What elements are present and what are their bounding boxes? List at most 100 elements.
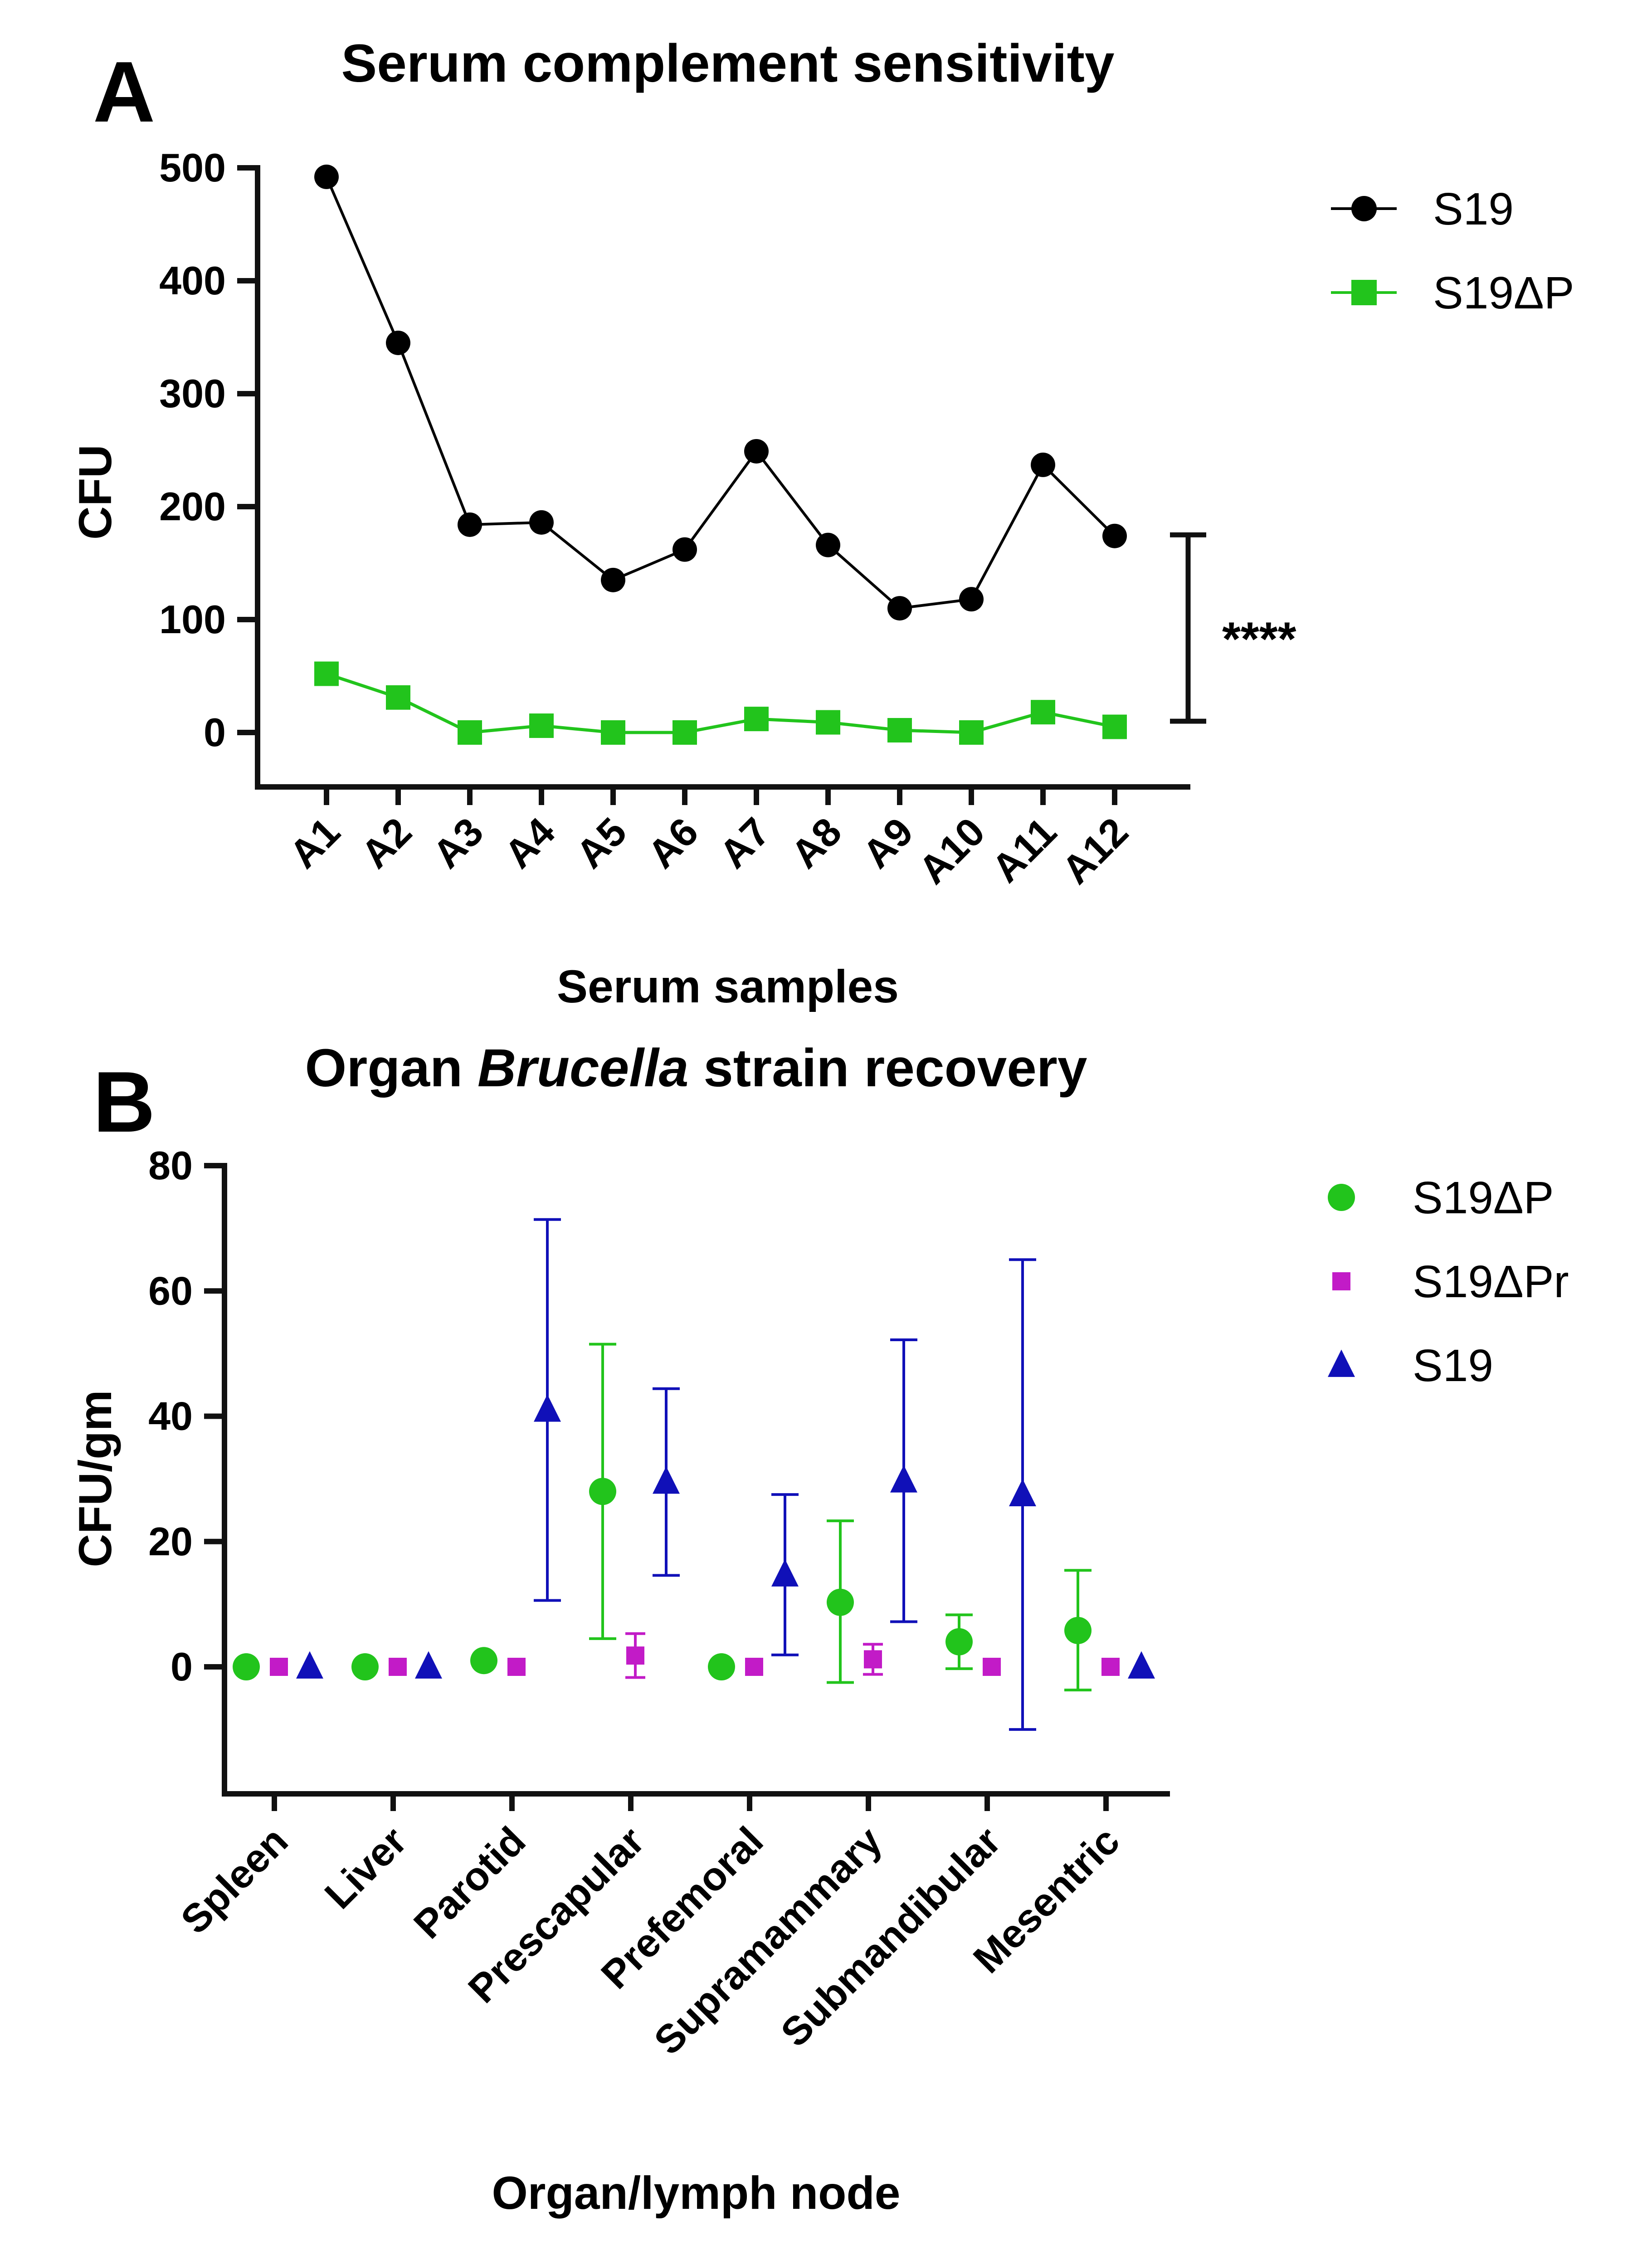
y-tick-label: 400	[159, 258, 226, 303]
data-point-A11	[1031, 700, 1055, 725]
data-point-A7	[744, 707, 769, 732]
data-point-A9	[887, 718, 912, 743]
significance-stars: ****	[1222, 613, 1296, 666]
x-tick-label: Submandibular	[772, 1818, 1009, 2055]
data-point-Prefemoral	[708, 1653, 735, 1680]
data-point-Supramammary	[890, 1465, 917, 1493]
data-point-A1	[314, 164, 339, 189]
legend-label: S19	[1413, 1340, 1493, 1391]
data-point-A5	[601, 567, 625, 592]
x-tick-label: A8	[782, 809, 850, 877]
y-tick-label: 300	[159, 371, 226, 416]
data-point-A10	[959, 587, 984, 612]
y-tick-label: 200	[159, 484, 226, 529]
data-point-Prescapular	[589, 1478, 616, 1505]
data-point-Liver	[351, 1653, 379, 1680]
panel-b-title-part-1: Organ	[305, 1038, 478, 1098]
legend-label: S19	[1433, 184, 1514, 234]
x-tick-label: A7	[711, 809, 779, 877]
data-point-A1	[314, 661, 339, 686]
x-tick-label: A5	[567, 809, 635, 877]
data-point-Supramammary	[864, 1650, 882, 1669]
x-tick-label: A2	[352, 809, 420, 877]
legend-label: S19ΔP	[1413, 1172, 1554, 1223]
data-point-Prefemoral	[771, 1559, 799, 1587]
x-tick-label: Spleen	[172, 1818, 296, 1942]
legend-marker-S19	[1351, 196, 1377, 221]
data-point-Spleen	[233, 1653, 260, 1680]
x-tick-label: A4	[496, 809, 564, 877]
data-point-A7	[744, 439, 769, 464]
data-point-Spleen	[270, 1658, 288, 1676]
panel-b-title-part-2: strain recovery	[689, 1038, 1087, 1098]
data-point-A6	[672, 720, 697, 745]
data-point-A8	[816, 532, 840, 557]
data-point-Parotid	[507, 1658, 526, 1676]
data-point-Prefemoral	[745, 1658, 763, 1676]
data-point-Spleen	[296, 1651, 323, 1679]
x-tick-label: Liver	[316, 1818, 415, 1917]
x-tick-label: A3	[424, 809, 492, 877]
x-tick-label: A6	[639, 809, 707, 877]
data-point-Submandibular	[1009, 1479, 1036, 1507]
data-point-Supramammary	[827, 1588, 854, 1616]
data-point-A8	[816, 710, 840, 735]
y-tick-label: 0	[171, 1644, 193, 1689]
x-tick-label: A11	[983, 809, 1065, 891]
panel-a-y-axis-label: CFU	[69, 444, 121, 540]
data-point-A10	[959, 720, 984, 745]
data-point-Prescapular	[653, 1466, 680, 1494]
data-point-Parotid	[534, 1394, 561, 1422]
panel-b-x-axis-label: Organ/lymph node	[492, 2167, 900, 2219]
legend-marker-S19ΔPr	[1332, 1272, 1350, 1290]
x-tick-label: A1	[281, 809, 349, 877]
y-tick-label: 100	[159, 597, 226, 642]
data-point-Submandibular	[945, 1628, 973, 1655]
data-point-Parotid	[470, 1647, 497, 1675]
panel-b-y-axis-label: CFU/gm	[69, 1390, 121, 1567]
y-tick-label: 500	[159, 145, 226, 190]
y-tick-label: 60	[148, 1268, 193, 1313]
x-tick-label: A12	[1053, 809, 1136, 892]
series-line-S19	[325, 176, 1116, 610]
data-point-A6	[672, 537, 697, 562]
y-tick-label: 20	[148, 1519, 193, 1564]
data-point-Liver	[389, 1658, 407, 1676]
data-point-A3	[458, 512, 482, 537]
data-point-Prescapular	[626, 1646, 644, 1665]
data-point-A12	[1102, 523, 1127, 548]
data-point-Liver	[415, 1651, 442, 1679]
panel-a-label: A	[93, 44, 155, 140]
data-point-A9	[887, 596, 912, 621]
data-point-A12	[1102, 714, 1127, 739]
data-point-Mesentric	[1128, 1651, 1155, 1679]
series-line-S19ΔP	[326, 672, 1115, 734]
legend-marker-S19ΔP	[1328, 1184, 1355, 1211]
x-tick-label: A10	[910, 809, 993, 892]
y-tick-label: 80	[148, 1143, 193, 1188]
panel-b-title: Organ Brucella strain recovery	[305, 1038, 1087, 1098]
data-point-A2	[386, 685, 410, 710]
x-tick-label: A9	[854, 809, 922, 877]
data-point-A11	[1031, 452, 1055, 477]
panel-b-title-italic: Brucella	[478, 1038, 689, 1098]
legend-label: S19ΔP	[1433, 268, 1574, 318]
legend-label: S19ΔPr	[1413, 1256, 1569, 1307]
panel-a-x-axis-label: Serum samples	[557, 961, 899, 1012]
y-tick-label: 40	[148, 1394, 193, 1439]
data-point-Mesentric	[1064, 1616, 1092, 1644]
data-point-Mesentric	[1101, 1658, 1120, 1676]
data-point-A5	[601, 720, 625, 745]
data-point-Submandibular	[983, 1658, 1001, 1676]
data-point-A3	[458, 720, 482, 745]
data-point-A4	[529, 510, 554, 535]
panel-b-label: B	[93, 1054, 155, 1150]
data-point-A4	[529, 713, 554, 738]
data-point-A2	[386, 330, 410, 355]
chart-a: 0 100 200 300 400 500 A1 A2 A3 A4 A5 A6 A7 A8 A9A10A11…	[159, 145, 1574, 893]
legend-marker-S19	[1328, 1349, 1355, 1377]
legend-marker-S19ΔP	[1351, 280, 1377, 305]
x-tick-label: Supramammary	[645, 1818, 890, 2063]
